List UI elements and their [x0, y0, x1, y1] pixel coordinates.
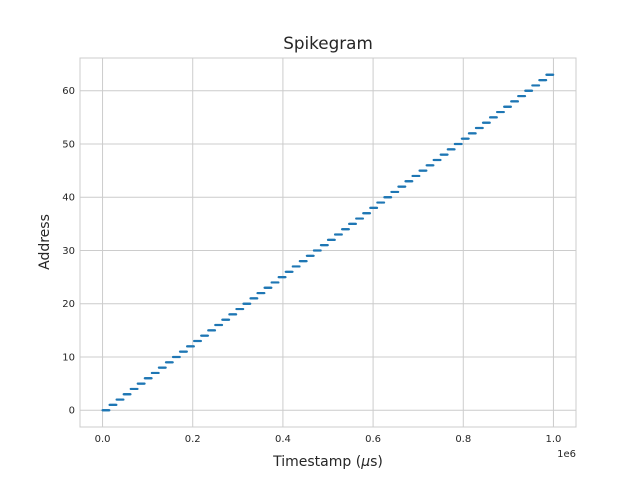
y-tick-label: 20	[62, 299, 75, 310]
spike-point	[164, 366, 167, 369]
spike-point	[411, 180, 414, 183]
spike-point	[270, 286, 273, 289]
spike-point	[439, 158, 442, 162]
x-tick-label: 0.0	[95, 434, 111, 445]
spike-point	[347, 228, 350, 231]
spike-point	[143, 382, 146, 385]
spike-point	[284, 276, 287, 279]
spike-point	[354, 222, 357, 225]
spike-point	[298, 265, 301, 268]
spike-point	[340, 233, 343, 236]
spike-point	[206, 334, 210, 337]
spike-point	[277, 281, 280, 284]
spike-point	[291, 270, 294, 273]
spike-point	[523, 94, 527, 98]
spike-point	[425, 169, 428, 172]
x-tick-label: 0.2	[185, 434, 201, 445]
x-tick-label: 0.6	[365, 434, 381, 445]
y-axis-label: Address	[37, 214, 53, 270]
spike-point	[453, 148, 456, 151]
spike-point	[122, 398, 125, 401]
spike-point	[530, 89, 534, 92]
spike-point	[108, 409, 111, 412]
spike-point	[115, 403, 118, 406]
plot-frame	[79, 57, 577, 428]
y-tick-label: 30	[62, 246, 75, 257]
spike-point	[305, 260, 308, 263]
spike-point	[382, 201, 386, 204]
spike-point	[368, 212, 372, 215]
spike-series	[101, 73, 555, 412]
spike-point	[333, 238, 336, 241]
spike-point	[227, 318, 231, 321]
spike-point	[235, 313, 238, 316]
spike-point	[326, 244, 329, 247]
spike-point	[404, 185, 407, 188]
spike-point	[552, 73, 555, 76]
spike-point	[213, 329, 217, 332]
spike-point	[397, 190, 400, 194]
spike-point	[375, 206, 379, 209]
y-tick-label: 60	[62, 86, 75, 97]
y-tick-labels: 0 10 20 30 40 50 60	[62, 86, 75, 416]
grid-lines	[80, 58, 576, 427]
spike-point	[460, 142, 463, 146]
spike-point	[256, 297, 259, 300]
spike-point	[467, 137, 470, 140]
spike-point	[319, 249, 322, 252]
spike-point	[220, 323, 224, 327]
spike-point	[418, 174, 421, 178]
y-tick-label: 10	[62, 352, 75, 363]
spike-point	[481, 126, 484, 130]
spike-point	[192, 345, 195, 348]
chart-title: Spikegram	[283, 33, 373, 53]
spike-point	[136, 387, 139, 391]
x-axis-label: Timestamp (μs)	[272, 454, 383, 470]
spike-point	[312, 254, 315, 257]
y-tick-label: 0	[69, 406, 75, 417]
x-tick-label: 1.0	[546, 434, 562, 445]
spike-point	[157, 371, 160, 375]
spike-point	[171, 361, 174, 364]
spike-point	[488, 121, 491, 124]
spike-point	[199, 339, 202, 343]
spike-point	[502, 110, 505, 114]
x-tick-label: 0.8	[455, 434, 471, 445]
spike-point	[537, 84, 541, 87]
spike-point	[361, 217, 365, 220]
plot-area	[80, 58, 576, 427]
spike-point	[432, 164, 435, 167]
spike-point	[390, 196, 393, 199]
spike-point	[509, 105, 512, 108]
spike-point	[446, 153, 449, 156]
spike-point	[545, 79, 548, 82]
spike-point	[242, 307, 245, 311]
x-tick-label: 0.4	[275, 434, 291, 445]
spike-point	[263, 291, 266, 295]
spike-point	[474, 132, 477, 135]
y-tick-label: 50	[62, 139, 75, 150]
spike-point	[516, 100, 520, 103]
y-tick-label: 40	[62, 193, 75, 204]
x-tick-labels: 0.0 0.2 0.4 0.6 0.8 1.0	[95, 434, 562, 445]
spike-point	[129, 393, 132, 396]
spike-point	[178, 355, 181, 359]
x-offset-label: 1e6	[557, 449, 576, 460]
spike-point	[495, 116, 498, 119]
spike-point	[249, 302, 252, 305]
spike-point	[150, 377, 153, 380]
spike-point	[185, 350, 188, 353]
